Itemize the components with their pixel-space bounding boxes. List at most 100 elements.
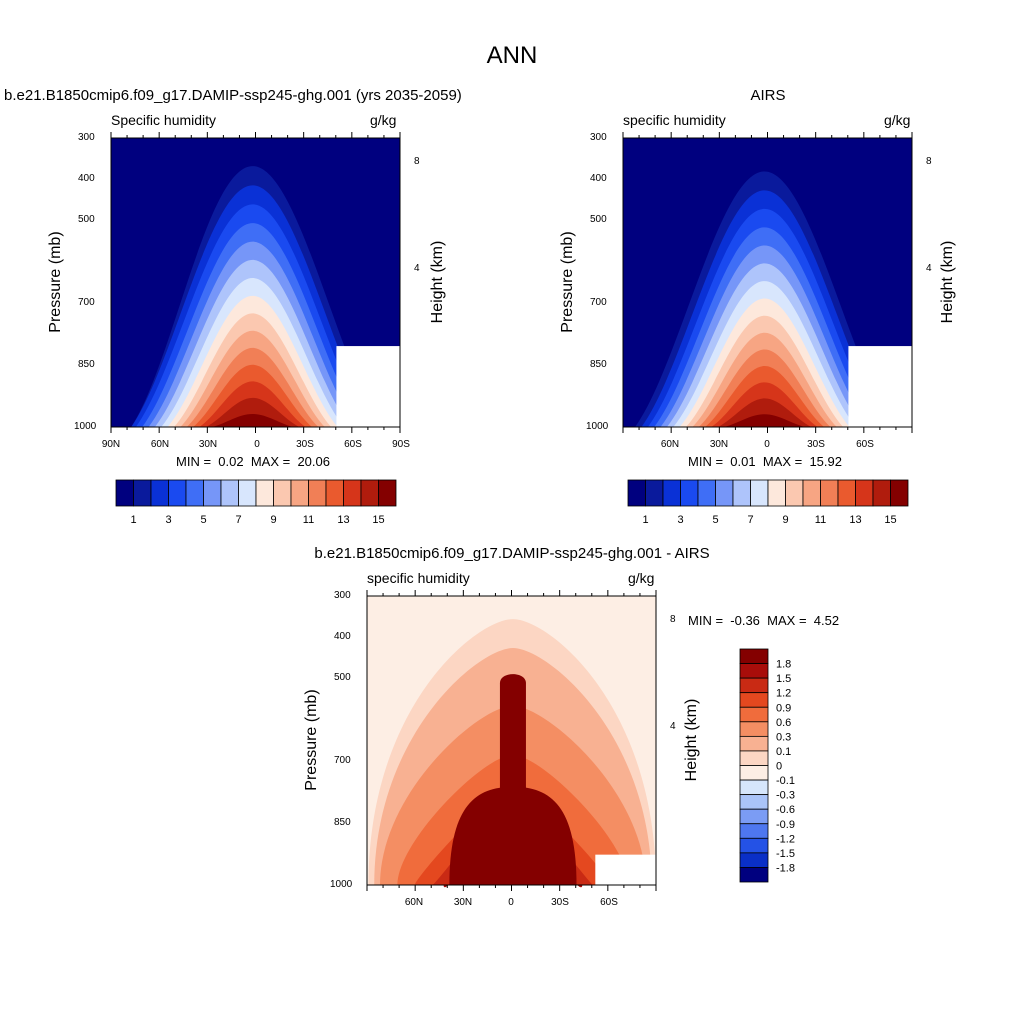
difference-colorbar-label: 0.3 (776, 731, 791, 743)
model-xtick: 90S (392, 439, 410, 450)
obs-colorbar-label: 7 (747, 514, 753, 526)
model-ytick: 850 (78, 359, 95, 370)
difference-ytick-right: 8 (670, 614, 676, 625)
model-xtick: 0 (254, 439, 260, 450)
difference-colorbar-swatch (739, 852, 769, 868)
obs-missing-region (848, 346, 912, 427)
difference-subtitle: b.e21.B1850cmip6.f09_g17.DAMIP-ssp245-gh… (314, 545, 710, 562)
difference-colorbar-swatch (739, 837, 769, 854)
obs-colorbar-swatch (767, 479, 786, 507)
difference-ytick: 1000 (330, 879, 353, 890)
obs-ytick: 300 (590, 132, 607, 143)
difference-xtick: 60S (600, 897, 618, 908)
model-colorbar-swatch (220, 479, 239, 507)
obs-units-label: g/kg (884, 112, 911, 128)
difference-colorbar-label: 0.9 (776, 702, 791, 714)
model-ytick-right: 4 (414, 263, 420, 274)
difference-ytick: 500 (334, 672, 351, 683)
model-colorbar-swatch (115, 479, 134, 507)
difference-colorbar-swatch (739, 794, 769, 810)
model-contour-plot (110, 132, 401, 433)
model-units-label: g/kg (370, 112, 397, 128)
difference-colorbar-swatch (739, 808, 769, 825)
difference-min-max: MIN = -0.36 MAX = 4.52 (688, 613, 840, 628)
obs-colorbar-swatch (662, 479, 681, 507)
difference-colorbar-label: -0.9 (776, 819, 795, 831)
obs-colorbar-swatch (680, 479, 699, 507)
model-ytick: 400 (78, 173, 95, 184)
difference-colorbar-swatch (739, 735, 769, 752)
model-subtitle: b.e21.B1850cmip6.f09_g17.DAMIP-ssp245-gh… (4, 87, 462, 104)
difference-colorbar-label: 1.8 (776, 659, 791, 671)
model-colorbar-swatch (273, 479, 292, 507)
model-contour-level (212, 413, 294, 427)
model-xtick: 60N (150, 439, 170, 450)
difference-ytick: 850 (334, 817, 351, 828)
obs-colorbar-swatch (627, 479, 646, 507)
difference-ytick: 400 (334, 631, 351, 642)
model-colorbar-label: 15 (372, 514, 384, 526)
model-missing-region (336, 346, 400, 427)
model-colorbar-label: 11 (303, 514, 314, 526)
obs-colorbar-label: 3 (677, 514, 683, 526)
difference-variable-label: specific humidity (367, 570, 470, 586)
obs-colorbar-swatch (750, 479, 769, 507)
model-min-max: MIN = 0.02 MAX = 20.06 (176, 454, 330, 469)
difference-colorbar-label: -0.6 (776, 804, 795, 816)
difference-colorbar-label: -0.3 (776, 790, 795, 802)
difference-units-label: g/kg (628, 570, 655, 586)
difference-missing-region (595, 854, 656, 885)
model-ytick: 1000 (74, 421, 97, 432)
obs-colorbar-label: 15 (884, 514, 896, 526)
difference-xtick: 0 (508, 897, 514, 908)
obs-contour-plot (622, 132, 913, 433)
difference-colorbar-swatch (739, 721, 769, 737)
obs-colorbar-swatch (785, 479, 804, 507)
obs-colorbar-swatch (820, 479, 839, 507)
model-colorbar-swatch (308, 479, 327, 507)
obs-ytick: 400 (590, 173, 607, 184)
obs-colorbar-label: 1 (642, 514, 648, 526)
obs-ytick: 700 (590, 297, 607, 308)
model-ytick: 500 (78, 214, 95, 225)
model-contour-level (205, 397, 300, 427)
difference-ytick-right: 4 (670, 721, 676, 732)
difference-colorbar-swatch (739, 765, 769, 781)
difference-colorbar-swatch (739, 706, 769, 723)
model-colorbar-swatch (255, 479, 274, 507)
obs-colorbar-swatch (802, 479, 821, 507)
difference-colorbar-swatch (739, 823, 769, 839)
obs-colorbar-swatch (697, 479, 716, 507)
model-colorbar-swatch (325, 479, 344, 507)
obs-colorbar-swatch (732, 479, 751, 507)
model-xtick: 30N (198, 439, 218, 450)
difference-xtick: 30N (453, 897, 473, 908)
model-colorbar-swatch (133, 479, 152, 507)
model-colorbar-label: 5 (200, 514, 206, 526)
difference-contour-plot (366, 590, 657, 891)
obs-colorbar-swatch (872, 479, 891, 507)
difference-colorbar-label: 0.6 (776, 717, 791, 729)
difference-xtick: 60N (404, 897, 424, 908)
difference-xtick: 30S (551, 897, 569, 908)
obs-colorbar-swatch (645, 479, 664, 507)
difference-colorbar-label: -1.8 (776, 862, 795, 874)
model-colorbar-swatch (150, 479, 169, 507)
obs-ytick-right: 8 (926, 156, 932, 167)
obs-xtick: 0 (764, 439, 770, 450)
model-variable-label: Specific humidity (111, 112, 217, 128)
model-ytick: 700 (78, 297, 95, 308)
difference-colorbar-label: 0 (776, 761, 782, 773)
model-colorbar-swatch (360, 479, 379, 507)
difference-colorbar-label: 1.5 (776, 673, 791, 685)
obs-colorbar-label: 11 (815, 514, 826, 526)
difference-colorbar-label: -0.1 (776, 775, 795, 787)
model-colorbar-swatch (185, 479, 204, 507)
obs-colorbar-label: 13 (849, 514, 861, 526)
model-colorbar: 1 3 5 7 9 11 13 15 (115, 479, 397, 526)
obs-ytick: 500 (590, 214, 607, 225)
model-colorbar-swatch (168, 479, 187, 507)
model-colorbar-swatch (203, 479, 222, 507)
obs-colorbar-label: 5 (712, 514, 718, 526)
